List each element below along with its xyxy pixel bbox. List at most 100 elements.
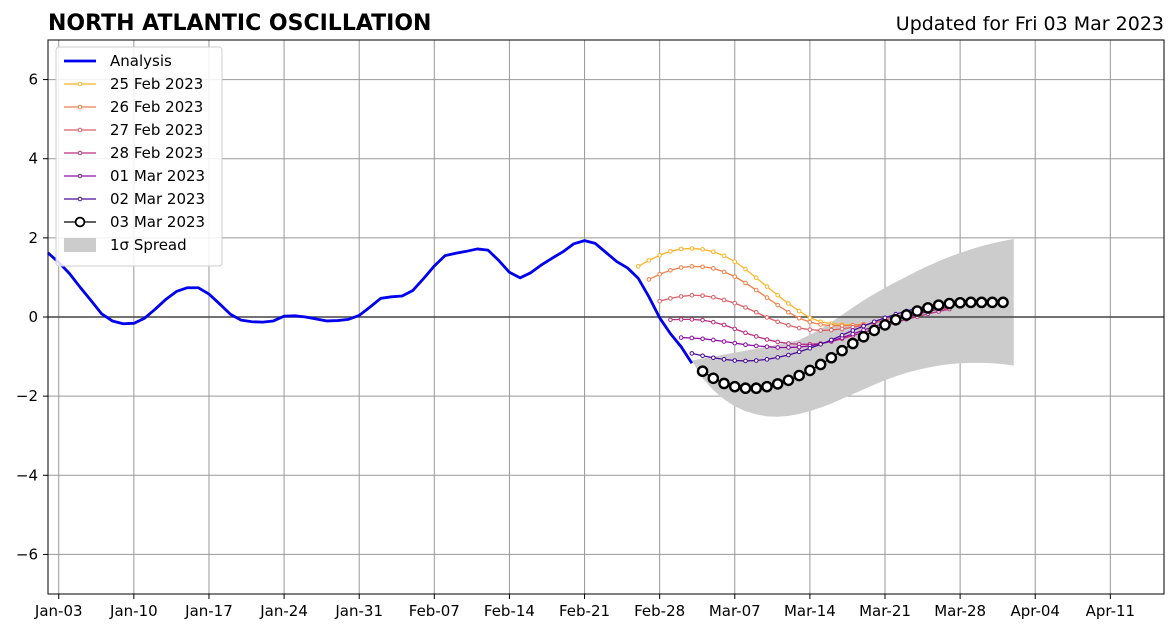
x-tick-label: Jan-17 — [184, 602, 233, 620]
data-point — [764, 284, 770, 289]
x-tick-label: Apr-11 — [1086, 602, 1136, 620]
data-point — [839, 332, 845, 338]
data-point — [871, 319, 877, 325]
data-point — [850, 331, 856, 337]
data-point — [796, 315, 802, 321]
data-point — [700, 247, 705, 252]
data-point — [775, 292, 780, 298]
data-point — [732, 300, 738, 306]
legend-label: 01 Mar 2023 — [110, 167, 205, 185]
data-point — [678, 317, 684, 322]
series-02-mar-2023 — [689, 303, 931, 364]
data-point — [889, 313, 902, 326]
data-point — [775, 339, 780, 345]
data-point — [775, 319, 780, 325]
data-point — [882, 315, 888, 321]
legend-label: Analysis — [110, 52, 172, 70]
data-point — [739, 382, 752, 395]
data-point — [825, 351, 838, 364]
legend-swatch — [64, 238, 96, 252]
data-point — [761, 380, 773, 393]
data-point — [879, 319, 891, 331]
data-point — [743, 280, 748, 286]
data-point — [943, 297, 956, 310]
data-point — [847, 337, 859, 350]
data-point — [689, 351, 695, 356]
data-point — [922, 302, 934, 314]
data-point — [997, 296, 1009, 309]
data-point — [718, 377, 730, 390]
legend-box — [55, 46, 223, 267]
data-point — [689, 292, 695, 298]
data-point — [764, 315, 770, 320]
data-point — [732, 274, 738, 279]
data-point — [711, 266, 716, 271]
series-layer — [47, 239, 1009, 395]
data-point — [743, 305, 748, 310]
chart-subtitle: Updated for Fri 03 Mar 2023 — [896, 13, 1164, 35]
data-point — [965, 296, 977, 309]
data-point — [668, 268, 673, 273]
data-point — [764, 357, 770, 362]
data-point — [657, 298, 662, 304]
data-point — [721, 253, 727, 258]
data-point — [764, 295, 770, 300]
legend-label: 27 Feb 2023 — [110, 121, 203, 139]
x-tick-label: Feb-21 — [559, 602, 610, 620]
data-point — [689, 335, 695, 341]
data-point — [678, 246, 684, 252]
data-point — [711, 249, 716, 255]
data-point — [975, 296, 988, 309]
data-point — [743, 342, 748, 348]
data-point — [829, 323, 834, 329]
data-point — [732, 259, 738, 264]
data-point — [818, 322, 823, 327]
data-point — [700, 264, 705, 270]
y-tick-label: −6 — [16, 545, 38, 563]
legend-marker — [77, 150, 83, 156]
data-point — [668, 249, 673, 254]
series-line — [637, 247, 864, 326]
data-point — [775, 345, 780, 350]
data-point — [657, 252, 662, 258]
legend-label: 1σ Spread — [110, 236, 187, 254]
data-point — [807, 319, 813, 325]
series-26-feb-2023 — [646, 264, 866, 329]
data-point — [829, 327, 834, 333]
x-tick-label: Apr-04 — [1010, 602, 1060, 620]
data-point — [721, 269, 727, 275]
data-point — [818, 328, 823, 333]
data-point — [743, 358, 748, 364]
data-point — [804, 364, 816, 377]
data-point — [732, 358, 738, 363]
data-point — [850, 328, 856, 333]
data-point — [707, 372, 720, 385]
data-point — [793, 369, 805, 382]
data-point — [711, 355, 716, 361]
data-point — [678, 294, 684, 299]
data-point — [786, 309, 791, 315]
data-point — [932, 299, 945, 311]
x-tick-label: Feb-07 — [409, 602, 460, 620]
data-point — [764, 337, 770, 342]
y-tick-label: 6 — [28, 71, 38, 89]
y-tick-label: −2 — [16, 387, 38, 405]
series-03-mar-2023 — [696, 296, 1009, 395]
chart-title: NORTH ATLANTIC OSCILLATION — [48, 11, 431, 36]
data-point — [861, 323, 866, 329]
legend-marker — [77, 196, 83, 202]
data-point — [818, 342, 823, 347]
x-tick-label: Jan-24 — [259, 602, 308, 620]
data-point — [689, 264, 695, 269]
data-point — [775, 302, 780, 308]
data-point — [900, 309, 913, 321]
data-point — [753, 275, 759, 281]
x-tick-label: Mar-14 — [784, 602, 836, 620]
x-tick-label: Mar-28 — [934, 602, 986, 620]
data-point — [796, 344, 802, 350]
data-point — [786, 323, 791, 328]
data-point — [721, 339, 727, 344]
data-point — [711, 319, 716, 325]
series-analysis — [47, 239, 694, 365]
legend-marker — [77, 104, 83, 110]
